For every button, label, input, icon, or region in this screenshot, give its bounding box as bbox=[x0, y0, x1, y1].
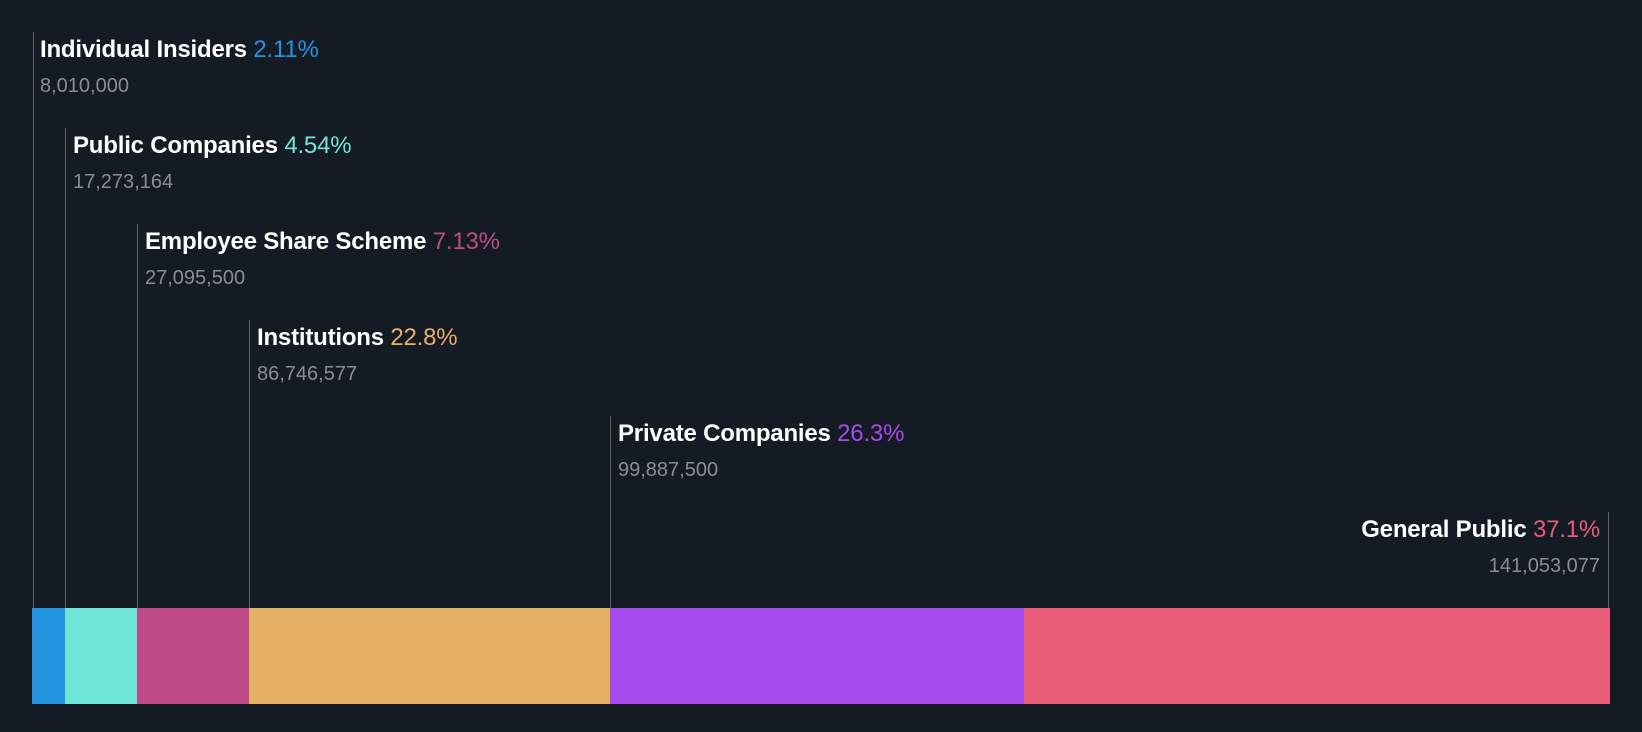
segment-percent: 37.1% bbox=[1532, 516, 1600, 543]
label-individual-insiders: Individual Insiders 2.11% 8,010,000 bbox=[40, 34, 319, 100]
segment-share-count: 99,887,500 bbox=[618, 459, 719, 481]
segment-share-count: 86,746,577 bbox=[257, 363, 358, 385]
segment-share-count: 8,010,000 bbox=[40, 75, 129, 97]
segment-name: Public Companies bbox=[73, 132, 278, 159]
label-private-companies: Private Companies 26.3% 99,887,500 bbox=[618, 418, 904, 484]
segment-name: Private Companies bbox=[618, 420, 831, 447]
segment-share-count: 141,053,077 bbox=[1488, 555, 1600, 577]
bar-segment-institutions[interactable] bbox=[249, 608, 610, 704]
bar-segment-public-companies[interactable] bbox=[65, 608, 137, 704]
leader-line-employee-share-scheme bbox=[137, 224, 138, 608]
label-general-public: General Public 37.1% 141,053,077 bbox=[1361, 514, 1600, 580]
leader-line-public-companies bbox=[65, 128, 66, 608]
segment-name: Institutions bbox=[257, 324, 384, 351]
segment-name: Employee Share Scheme bbox=[145, 228, 427, 255]
bar-segment-employee-share-scheme[interactable] bbox=[137, 608, 249, 704]
segment-share-count: 17,273,164 bbox=[73, 171, 174, 193]
segment-percent: 4.54% bbox=[284, 132, 352, 159]
leader-line-private-companies bbox=[610, 416, 611, 608]
segment-name: General Public bbox=[1361, 516, 1527, 543]
bar-segment-individual-insiders[interactable] bbox=[32, 608, 65, 704]
segment-share-count: 27,095,500 bbox=[145, 267, 246, 289]
label-institutions: Institutions 22.8% 86,746,577 bbox=[257, 322, 458, 388]
segment-percent: 22.8% bbox=[390, 324, 458, 351]
segment-percent: 2.11% bbox=[253, 36, 319, 63]
leader-line-general-public bbox=[1608, 512, 1609, 608]
bar-segment-general-public[interactable] bbox=[1024, 608, 1610, 704]
label-public-companies: Public Companies 4.54% 17,273,164 bbox=[73, 130, 352, 196]
label-employee-share-scheme: Employee Share Scheme 7.13% 27,095,500 bbox=[145, 226, 500, 292]
segment-percent: 26.3% bbox=[837, 420, 905, 447]
leader-line-institutions bbox=[249, 320, 250, 608]
segment-percent: 7.13% bbox=[432, 228, 500, 255]
segment-name: Individual Insiders bbox=[40, 36, 247, 63]
bar-segment-private-companies[interactable] bbox=[610, 608, 1024, 704]
leader-line-individual-insiders bbox=[33, 32, 34, 608]
